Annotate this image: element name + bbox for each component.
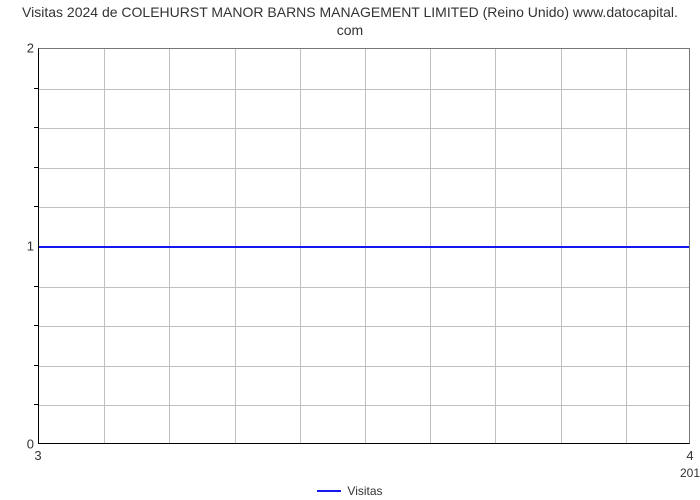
gridline-horizontal [39,168,689,169]
gridline-horizontal [39,326,689,327]
x-under-label: 201 [680,466,700,480]
gridline-horizontal [39,89,689,90]
legend-item-visitas: Visitas [317,484,382,498]
gridline-horizontal [39,287,689,288]
legend: Visitas [0,479,700,498]
plot-area [38,48,690,444]
chart-title: Visitas 2024 de COLEHURST MANOR BARNS MA… [0,4,700,39]
chart-title-line2: com [0,22,700,40]
legend-swatch [317,490,341,492]
y-minor-tick [34,365,38,366]
chart-title-line1: Visitas 2024 de COLEHURST MANOR BARNS MA… [0,4,700,22]
y-tick-label: 1 [4,239,34,254]
legend-label: Visitas [347,484,382,498]
gridline-horizontal [39,207,689,208]
series-line-visitas [39,246,689,248]
y-minor-tick [34,88,38,89]
y-minor-tick [34,404,38,405]
y-minor-tick [34,127,38,128]
x-tick-label: 4 [686,448,693,463]
y-tick-label: 0 [4,437,34,452]
x-tick-label: 3 [34,448,41,463]
y-minor-tick [34,206,38,207]
gridline-horizontal [39,128,689,129]
gridline-horizontal [39,366,689,367]
chart-container: Visitas 2024 de COLEHURST MANOR BARNS MA… [0,0,700,500]
gridline-horizontal [39,405,689,406]
y-minor-tick [34,167,38,168]
y-tick-label: 2 [4,41,34,56]
y-minor-tick [34,325,38,326]
y-minor-tick [34,286,38,287]
